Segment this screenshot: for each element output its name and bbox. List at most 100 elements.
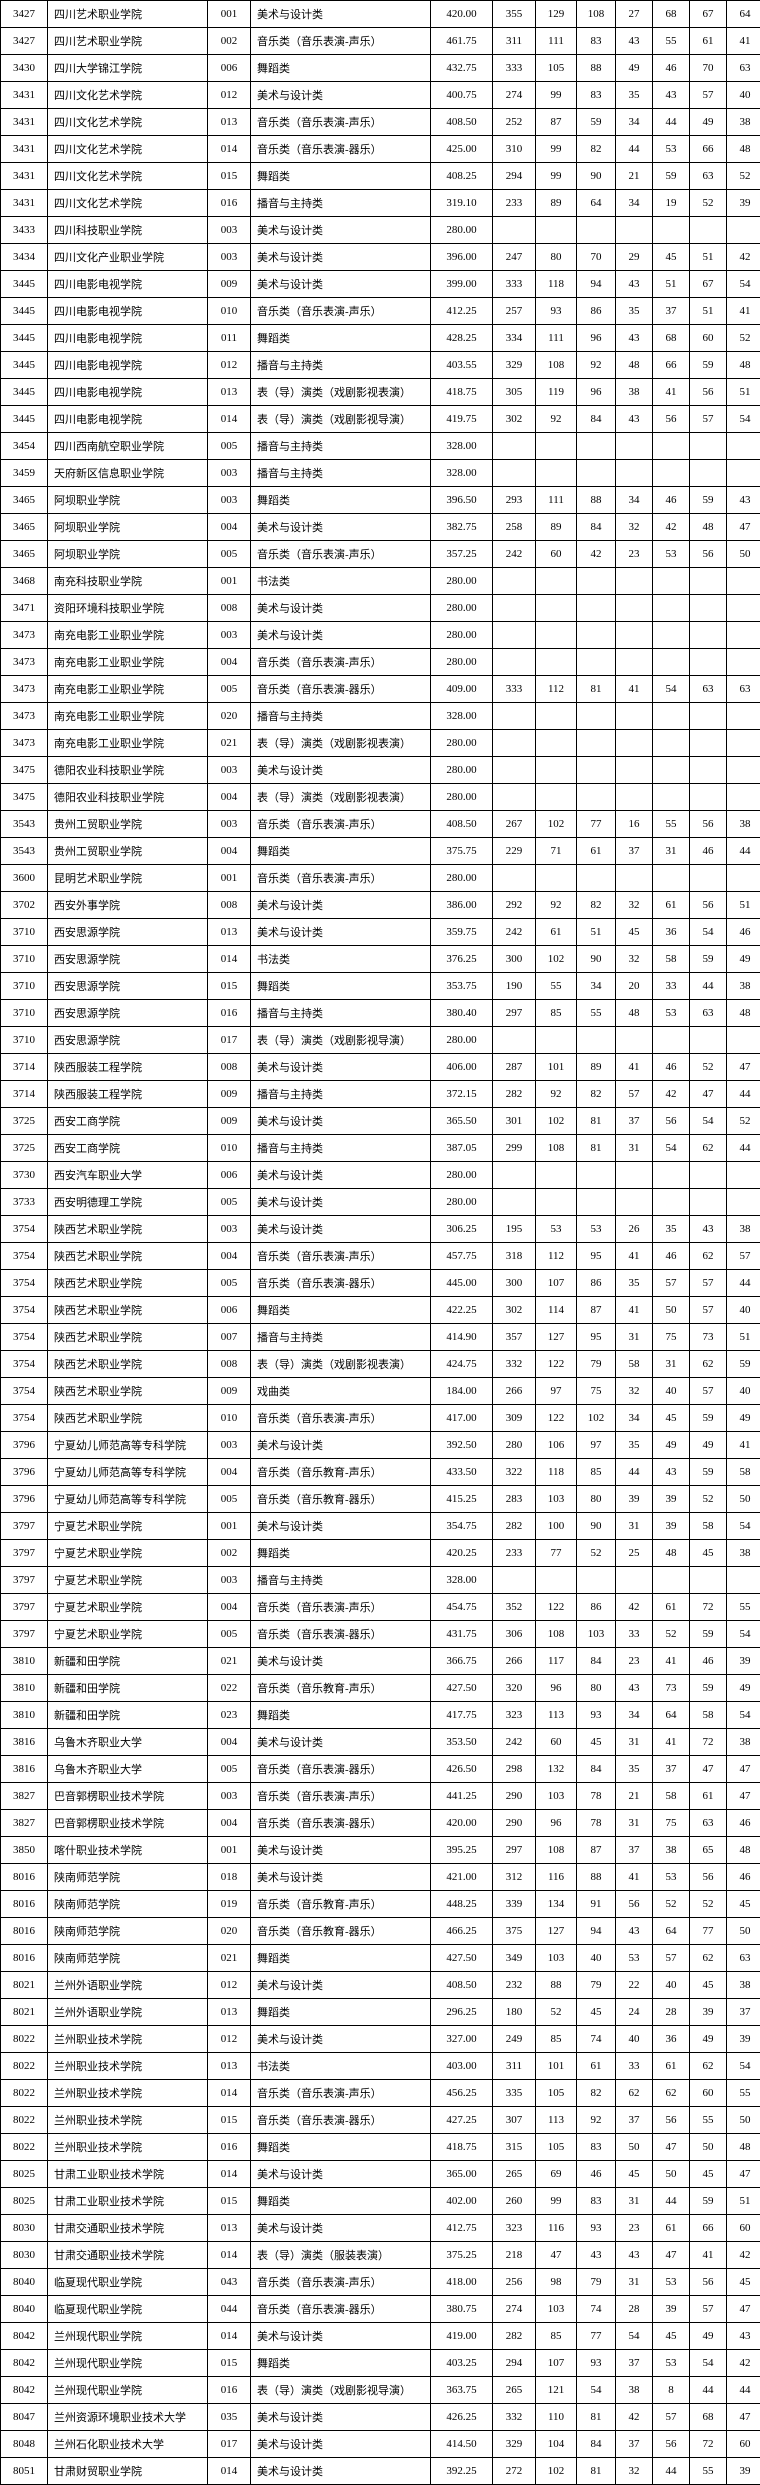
cell: 31 bbox=[616, 1324, 653, 1351]
table-row: 3600昆明艺术职业学院001音乐类（音乐表演-声乐）280.00 bbox=[1, 865, 760, 892]
cell: 78 bbox=[577, 1783, 616, 1810]
cell: 60 bbox=[690, 2080, 727, 2107]
cell: 256 bbox=[493, 2269, 536, 2296]
cell bbox=[536, 865, 577, 892]
cell: 66 bbox=[653, 352, 690, 379]
cell: 100 bbox=[536, 1513, 577, 1540]
cell: 3754 bbox=[1, 1216, 48, 1243]
cell: 56 bbox=[653, 406, 690, 433]
cell bbox=[577, 1027, 616, 1054]
cell: 63 bbox=[727, 1945, 760, 1972]
cell: 015 bbox=[208, 2350, 251, 2377]
cell: 380.75 bbox=[431, 2296, 493, 2323]
cell: 41 bbox=[616, 676, 653, 703]
cell: 280.00 bbox=[431, 217, 493, 244]
cell: 59 bbox=[690, 352, 727, 379]
cell: 宁夏幼儿师范高等专科学院 bbox=[48, 1486, 208, 1513]
cell: 296.25 bbox=[431, 1999, 493, 2026]
cell: 61 bbox=[536, 919, 577, 946]
cell: 34 bbox=[616, 109, 653, 136]
cell: 57 bbox=[690, 2296, 727, 2323]
cell: 64 bbox=[727, 1, 760, 28]
table-row: 3473南充电影工业职业学院020播音与主持类328.00 bbox=[1, 703, 760, 730]
cell: 63 bbox=[727, 55, 760, 82]
cell: 35 bbox=[616, 298, 653, 325]
cell: 82 bbox=[577, 1081, 616, 1108]
cell: 8016 bbox=[1, 1918, 48, 1945]
cell: 50 bbox=[616, 2134, 653, 2161]
cell: 22 bbox=[616, 1972, 653, 1999]
cell: 044 bbox=[208, 2296, 251, 2323]
cell: 兰州职业技术学院 bbox=[48, 2026, 208, 2053]
cell: 332 bbox=[493, 1351, 536, 1378]
cell: 3725 bbox=[1, 1108, 48, 1135]
cell: 陕南师范学院 bbox=[48, 1945, 208, 1972]
cell: 122 bbox=[536, 1405, 577, 1432]
cell: 52 bbox=[653, 1891, 690, 1918]
cell: 23 bbox=[616, 1648, 653, 1675]
cell bbox=[493, 1027, 536, 1054]
cell: 47 bbox=[727, 1756, 760, 1783]
cell: 40 bbox=[727, 1297, 760, 1324]
cell: 美术与设计类 bbox=[251, 1432, 431, 1459]
cell: 49 bbox=[727, 1405, 760, 1432]
cell: 3754 bbox=[1, 1324, 48, 1351]
cell: 3754 bbox=[1, 1243, 48, 1270]
cell: 107 bbox=[536, 2350, 577, 2377]
cell: 61 bbox=[653, 892, 690, 919]
cell: 表（导）演类（戏剧影视导演） bbox=[251, 1027, 431, 1054]
cell: 298 bbox=[493, 1756, 536, 1783]
cell: 喀什职业技术学院 bbox=[48, 1837, 208, 1864]
table-row: 3754陕西艺术职业学院006舞蹈类422.253021148741505740… bbox=[1, 1297, 760, 1324]
cell: 宁夏艺术职业学院 bbox=[48, 1594, 208, 1621]
table-row: 8016陕南师范学院019音乐类（音乐教育-声乐）448.25339134915… bbox=[1, 1891, 760, 1918]
cell: 56 bbox=[690, 541, 727, 568]
cell: 280.00 bbox=[431, 1189, 493, 1216]
cell: 274 bbox=[493, 82, 536, 109]
cell: 366.75 bbox=[431, 1648, 493, 1675]
cell: 93 bbox=[577, 2350, 616, 2377]
cell: 180 bbox=[493, 1999, 536, 2026]
cell: 357 bbox=[493, 1324, 536, 1351]
cell: 美术与设计类 bbox=[251, 892, 431, 919]
cell: 美术与设计类 bbox=[251, 1729, 431, 1756]
cell: 363.75 bbox=[431, 2377, 493, 2404]
cell: 417.00 bbox=[431, 1405, 493, 1432]
cell: 63 bbox=[727, 676, 760, 703]
cell: 美术与设计类 bbox=[251, 1108, 431, 1135]
cell: 375.75 bbox=[431, 838, 493, 865]
cell: 49 bbox=[616, 55, 653, 82]
cell: 218 bbox=[493, 2242, 536, 2269]
cell: 57 bbox=[690, 406, 727, 433]
cell: 433.50 bbox=[431, 1459, 493, 1486]
cell: 89 bbox=[536, 514, 577, 541]
cell: 61 bbox=[653, 2215, 690, 2242]
cell bbox=[690, 622, 727, 649]
cell: 247 bbox=[493, 244, 536, 271]
cell: 417.75 bbox=[431, 1702, 493, 1729]
cell: 328.00 bbox=[431, 433, 493, 460]
cell bbox=[690, 1567, 727, 1594]
cell: 64 bbox=[577, 190, 616, 217]
cell: 59 bbox=[690, 1621, 727, 1648]
cell: 118 bbox=[536, 271, 577, 298]
cell: 021 bbox=[208, 1945, 251, 1972]
cell: 70 bbox=[690, 55, 727, 82]
table-row: 8022兰州职业技术学院015音乐类（音乐表演-器乐）427.253071139… bbox=[1, 2107, 760, 2134]
cell: 41 bbox=[653, 1648, 690, 1675]
cell: 61 bbox=[577, 838, 616, 865]
cell: 75 bbox=[577, 1378, 616, 1405]
cell: 229 bbox=[493, 838, 536, 865]
cell: 四川电影电视学院 bbox=[48, 298, 208, 325]
cell: 39 bbox=[653, 1513, 690, 1540]
cell: 003 bbox=[208, 1567, 251, 1594]
cell: 3465 bbox=[1, 541, 48, 568]
cell: 232 bbox=[493, 1972, 536, 1999]
cell: 51 bbox=[727, 892, 760, 919]
cell: 44 bbox=[690, 2377, 727, 2404]
cell: 86 bbox=[577, 1270, 616, 1297]
cell: 009 bbox=[208, 1081, 251, 1108]
cell bbox=[616, 1189, 653, 1216]
cell: 012 bbox=[208, 1972, 251, 1999]
cell bbox=[536, 730, 577, 757]
